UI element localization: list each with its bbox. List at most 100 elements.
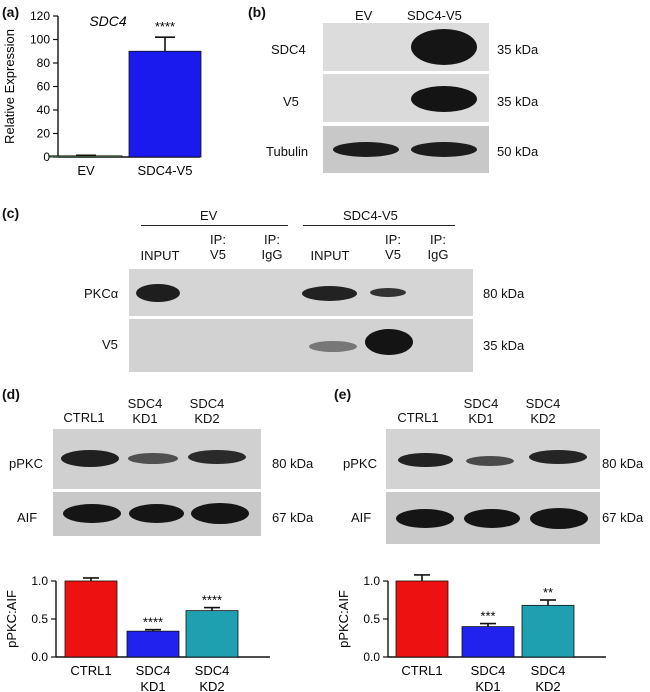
band <box>188 450 246 464</box>
panel-e-kda-ppkc: 80 kDa <box>602 456 644 471</box>
band <box>365 329 413 355</box>
blot-c-v5 <box>129 319 473 372</box>
band <box>466 456 514 466</box>
blot-b-v5 <box>323 74 489 122</box>
bar <box>128 50 202 158</box>
panel-c-lane-3: IP: IgG <box>261 232 283 262</box>
panel-e-lane-3: SDC4 KD2 <box>525 396 561 426</box>
panel-b-col-sdc4v5: SDC4-V5 <box>407 8 462 23</box>
panel-c-group-ev: EV <box>200 208 218 223</box>
panel-c-kda-v5: 35 kDa <box>483 338 525 353</box>
panel-a-letter: (a) <box>2 4 20 20</box>
x-tick-label: SDC4 <box>471 663 506 678</box>
y-tick-label: 0 <box>43 150 50 164</box>
y-tick-label: 0.0 <box>31 650 48 664</box>
panel-c-group-line-ev <box>141 225 288 226</box>
bar <box>395 580 449 658</box>
x-tick-label: KD2 <box>535 679 560 692</box>
bar <box>461 626 515 658</box>
panel-d-lane-2: SDC4 KD1 <box>127 396 163 426</box>
bar <box>64 580 118 658</box>
panel-c-letter: (c) <box>2 205 20 221</box>
panel-e-lane-2: SDC4 KD1 <box>463 396 499 426</box>
panel-e-row-label-aif: AIF <box>351 510 372 525</box>
band <box>128 453 178 464</box>
y-axis-label: pPKC:AIF <box>336 590 351 648</box>
bar <box>126 630 180 658</box>
y-tick-label: 0.5 <box>363 612 380 626</box>
bar <box>521 604 575 658</box>
chart-a: 0 20 40 60 80 100 120 Relative Expression EV ****… <box>2 9 202 178</box>
panel-d-kda-ppkc: 80 kDa <box>272 456 314 471</box>
blot-e-ppkc <box>386 429 600 489</box>
x-tick-label: SDC4-V5 <box>138 163 193 178</box>
panel-d-letter: (d) <box>2 386 20 402</box>
blot-d-aif <box>53 492 261 536</box>
blot-b-sdc4 <box>323 23 489 71</box>
panel-b-letter: (b) <box>248 4 266 20</box>
x-tick-label: SDC4 <box>531 663 566 678</box>
panel-e-letter: (e) <box>334 386 352 402</box>
panel-b-kda-v5: 35 kDa <box>497 94 539 109</box>
band <box>529 450 587 464</box>
chart-e: 0.00.51.0pPKC:AIFCTRL1***SDC4KD1**SDC4KD… <box>336 574 606 692</box>
significance-label: **** <box>143 615 163 630</box>
band <box>61 450 119 467</box>
panel-c-group-sdc4v5: SDC4-V5 <box>343 208 398 223</box>
panel-c-row-label-v5: V5 <box>102 337 118 352</box>
y-tick-label: 1.0 <box>31 574 48 588</box>
panel-b-row-label-v5: V5 <box>283 94 299 109</box>
band <box>309 341 357 352</box>
y-axis-label: pPKC:AIF <box>4 590 19 648</box>
y-tick-label: 1.0 <box>363 574 380 588</box>
panel-e-kda-aif: 67 kDa <box>602 510 644 525</box>
x-tick-label: CTRL1 <box>70 663 111 678</box>
panel-c-lane-1: INPUT <box>140 248 180 263</box>
band <box>333 142 399 157</box>
x-tick-label: SDC4 <box>136 663 171 678</box>
panel-c-group-line-sdc4v5 <box>303 225 455 226</box>
y-axis-label: Relative Expression <box>2 29 17 144</box>
panel-b-col-ev: EV <box>355 8 373 23</box>
blot-e-aif <box>386 492 600 544</box>
band <box>129 504 184 523</box>
y-tick-label: 40 <box>37 103 51 117</box>
blot-d-ppkc <box>53 429 261 489</box>
significance-label: **** <box>202 593 222 608</box>
y-tick-label: 80 <box>37 56 51 70</box>
chart-d: 0.00.51.0pPKC:AIFCTRL1****SDC4KD1****SDC… <box>4 574 270 692</box>
panel-c-row-label-pkca: PKCα <box>84 286 119 301</box>
panel-b-row-label-tubulin: Tubulin <box>266 144 309 159</box>
panel-e-row-label-ppkc: pPKC <box>343 456 377 471</box>
chart-title: SDC4 <box>89 13 127 29</box>
band <box>464 509 520 528</box>
band <box>136 284 180 302</box>
band <box>398 453 453 467</box>
x-tick-label: KD2 <box>199 679 224 692</box>
significance-label: ** <box>543 585 553 600</box>
x-tick-label: EV <box>77 163 95 178</box>
y-tick-label: 0.5 <box>31 612 48 626</box>
y-tick-label: 120 <box>30 9 50 23</box>
band <box>302 286 357 301</box>
x-tick-label: KD1 <box>140 679 165 692</box>
panel-b-kda-sdc4: 35 kDa <box>497 42 539 57</box>
blot-b-tubulin <box>323 126 489 173</box>
band <box>411 142 477 157</box>
bar <box>185 610 239 658</box>
panel-e-lane-1: CTRL1 <box>397 410 439 425</box>
y-tick-label: 60 <box>37 80 51 94</box>
band <box>530 508 588 529</box>
y-tick-label: 100 <box>30 33 50 47</box>
x-tick-label: SDC4 <box>195 663 230 678</box>
y-tick-label: 20 <box>37 127 51 141</box>
panel-c-lane-6: IP: IgG <box>427 232 449 262</box>
panel-b-kda-tubulin: 50 kDa <box>497 144 539 159</box>
panel-c-lane-5: IP: V5 <box>385 232 401 262</box>
significance-label: **** <box>155 19 175 34</box>
panel-d-kda-aif: 67 kDa <box>272 510 314 525</box>
x-tick-label: CTRL1 <box>401 663 442 678</box>
panel-d-lane-1: CTRL1 <box>63 410 105 425</box>
significance-label: *** <box>480 609 495 624</box>
band <box>396 509 454 528</box>
